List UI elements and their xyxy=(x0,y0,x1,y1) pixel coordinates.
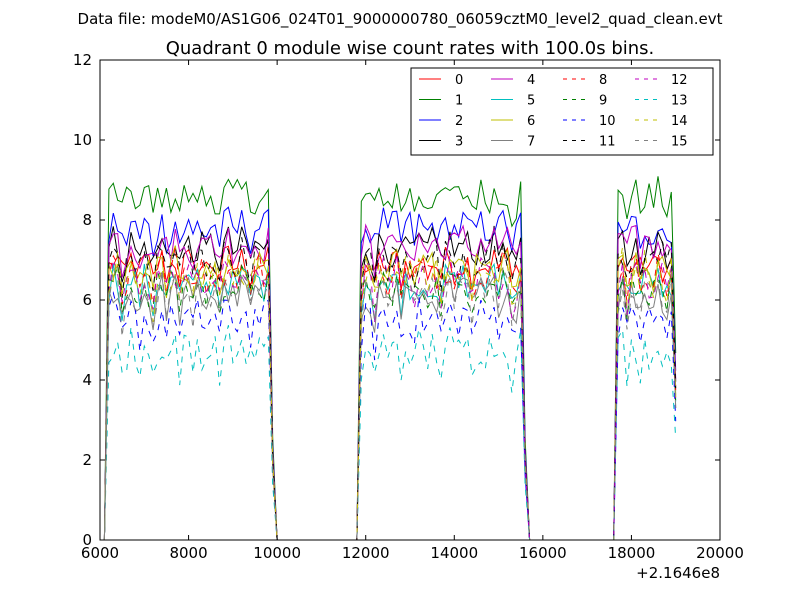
y-tick-label: 2 xyxy=(82,451,92,469)
legend-label-6: 6 xyxy=(527,114,535,129)
series-line-8 xyxy=(103,246,677,541)
x-tick-label: 18000 xyxy=(608,544,656,562)
legend-label-7: 7 xyxy=(527,135,535,150)
legend-box xyxy=(410,67,714,156)
data-file-label: Data file: modeM0/AS1G06_024T01_90000007… xyxy=(78,10,723,29)
series-line-1 xyxy=(103,176,677,541)
series-line-7 xyxy=(103,274,677,541)
plot-lines xyxy=(103,176,677,541)
x-tick-label: 6000 xyxy=(81,544,119,562)
legend-label-14: 14 xyxy=(671,114,688,129)
axis-ticks: 6000 8000 10000 12000 14000 16000 18000 20000 0 2… xyxy=(73,51,744,562)
series-line-10 xyxy=(103,291,677,541)
series-line-15 xyxy=(103,267,677,541)
series-line-13 xyxy=(103,325,677,541)
y-tick-label: 8 xyxy=(82,211,92,229)
y-tick-label: 12 xyxy=(73,51,92,69)
x-tick-label: 16000 xyxy=(519,544,567,562)
y-tick-label: 6 xyxy=(82,291,92,309)
x-tick-label: 12000 xyxy=(342,544,390,562)
legend-label-10: 10 xyxy=(599,114,616,129)
legend-label-3: 3 xyxy=(455,135,463,150)
series-line-11 xyxy=(103,237,677,541)
legend-label-4: 4 xyxy=(527,73,535,88)
y-tick-label: 0 xyxy=(82,531,92,549)
legend-label-9: 9 xyxy=(599,94,607,109)
series-line-5 xyxy=(103,262,677,541)
legend-label-0: 0 xyxy=(455,73,463,88)
legend-label-11: 11 xyxy=(599,135,616,150)
x-offset-label: +2.1646e8 xyxy=(636,564,720,582)
legend-label-2: 2 xyxy=(455,114,463,129)
y-tick-label: 4 xyxy=(82,371,92,389)
series-line-12 xyxy=(103,253,677,541)
series-line-9 xyxy=(103,264,677,541)
chart-title: Quadrant 0 module wise count rates with … xyxy=(166,38,655,59)
x-tick-label: 14000 xyxy=(430,544,478,562)
series-line-14 xyxy=(103,247,677,541)
y-tick-label: 10 xyxy=(73,131,92,149)
legend-label-13: 13 xyxy=(671,94,688,109)
series-line-4 xyxy=(103,223,677,541)
legend-label-15: 15 xyxy=(671,135,688,150)
legend-label-5: 5 xyxy=(527,94,535,109)
legend-label-1: 1 xyxy=(455,94,463,109)
x-tick-label: 8000 xyxy=(169,544,207,562)
x-tick-label: 10000 xyxy=(253,544,301,562)
legend-label-8: 8 xyxy=(599,73,607,88)
series-line-0 xyxy=(103,245,677,541)
series-line-3 xyxy=(103,225,677,541)
x-tick-label: 20000 xyxy=(696,544,744,562)
legend-label-12: 12 xyxy=(671,73,688,88)
